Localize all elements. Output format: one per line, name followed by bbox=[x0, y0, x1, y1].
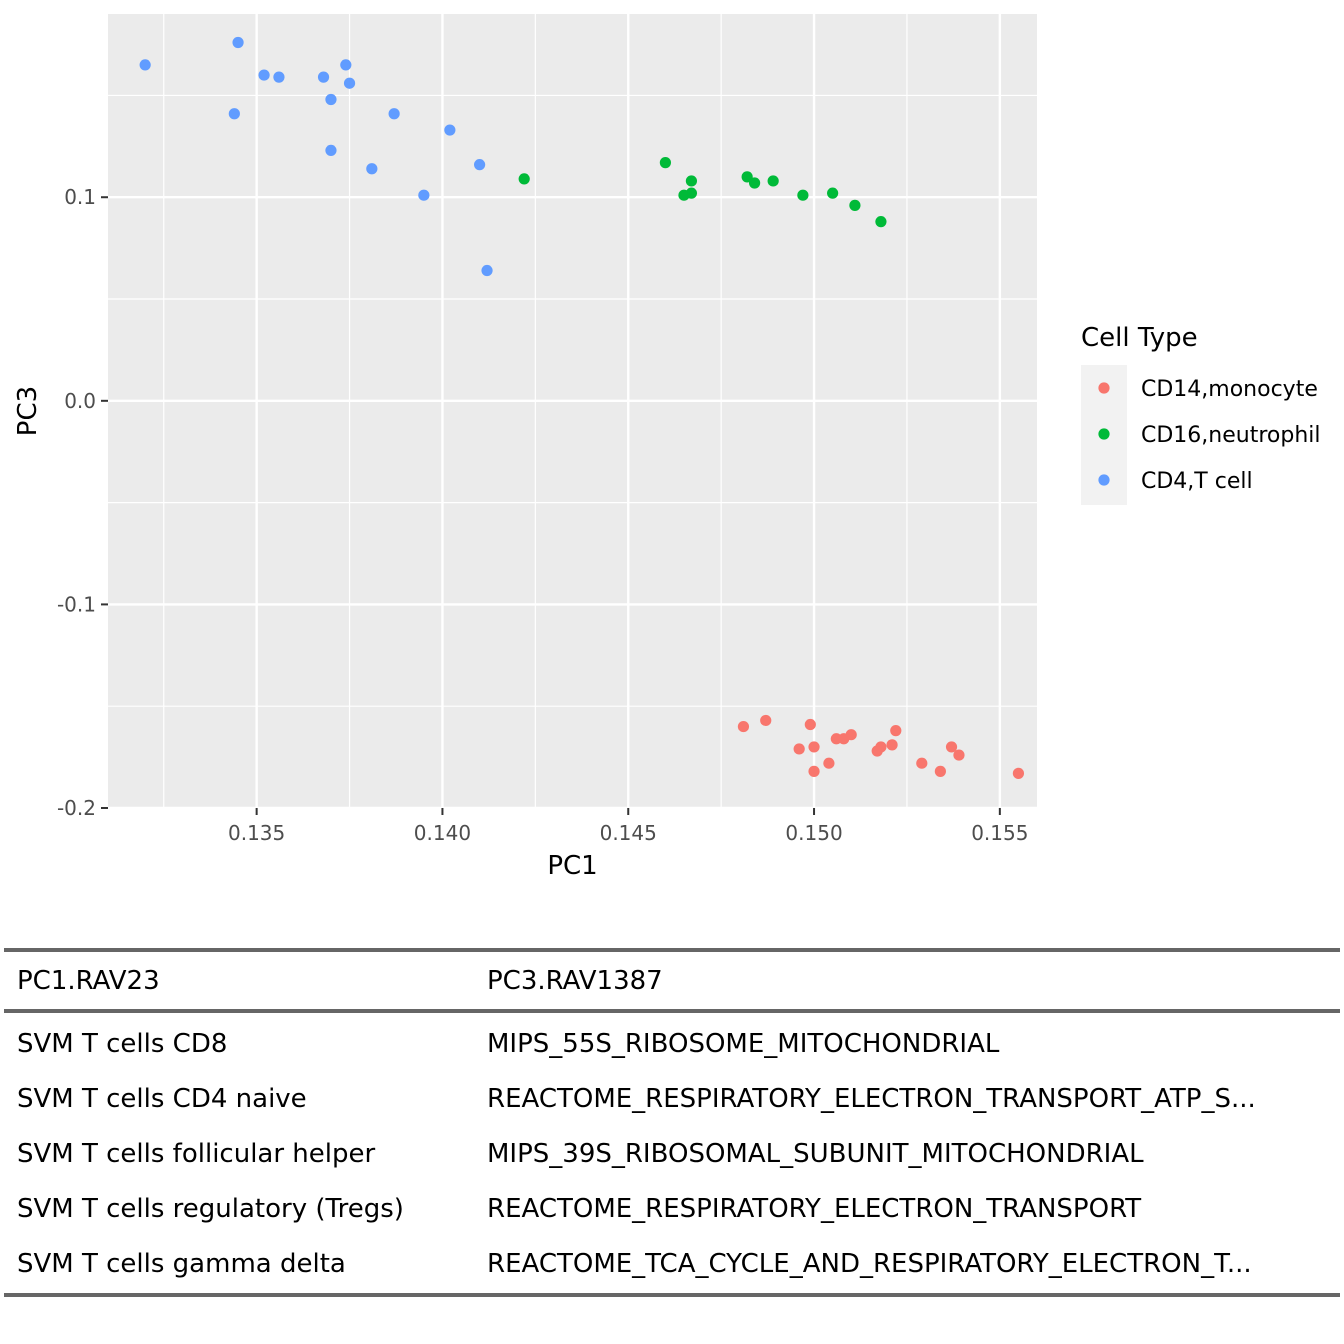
legend-label-cd4-t-cell: CD4,T cell bbox=[1141, 469, 1253, 494]
point-cd4-t-cell bbox=[474, 159, 486, 171]
point-cd16-neutrophil bbox=[767, 175, 779, 187]
minor-gridlines bbox=[108, 14, 1037, 808]
table-row: SVM T cells CD4 naive REACTOME_RESPIRATO… bbox=[4, 1071, 1340, 1126]
y-tick-label: -0.2 bbox=[57, 796, 96, 820]
point-cd14-monocyte bbox=[886, 739, 898, 751]
legend-label-cd16-neutrophil: CD16,neutrophil bbox=[1141, 423, 1321, 448]
point-cd16-neutrophil bbox=[741, 171, 753, 183]
point-cd14-monocyte bbox=[916, 757, 928, 769]
table-header-pc3: PC3.RAV1387 bbox=[487, 965, 663, 996]
point-cd14-monocyte bbox=[808, 741, 820, 753]
table-top-rule bbox=[4, 948, 1340, 952]
tick-labels: 0.135 0.140 0.145 0.150 0.155 -0.2 -0.1 0.0 0.1 bbox=[57, 185, 1029, 845]
point-cd4-t-cell bbox=[139, 59, 151, 71]
point-cd14-monocyte bbox=[875, 741, 887, 753]
table-cell-pc3: REACTOME_RESPIRATORY_ELECTRON_TRANSPORT_… bbox=[487, 1083, 1256, 1114]
axis-ticks bbox=[101, 196, 1001, 815]
table-cell-pc1: SVM T cells regulatory (Tregs) bbox=[17, 1193, 404, 1224]
table-header-row: PC1.RAV23 PC3.RAV1387 bbox=[4, 952, 1340, 1009]
point-cd16-neutrophil bbox=[875, 216, 887, 228]
legend-key-cd4-t-cell bbox=[1098, 474, 1110, 486]
point-cd4-t-cell bbox=[418, 189, 430, 201]
point-cd4-t-cell bbox=[444, 124, 456, 136]
point-cd14-monocyte bbox=[793, 743, 805, 755]
point-cd4-t-cell bbox=[258, 69, 270, 81]
table-cell-pc1: SVM T cells follicular helper bbox=[17, 1138, 376, 1169]
y-tick-label: 0.0 bbox=[64, 389, 96, 413]
table-row: SVM T cells CD8 MIPS_55S_RIBOSOME_MITOCH… bbox=[4, 1016, 1340, 1071]
rav-table: PC1.RAV23 PC3.RAV1387 SVM T cells CD8 MI… bbox=[4, 948, 1340, 1297]
table-row: SVM T cells regulatory (Tregs) REACTOME_… bbox=[4, 1181, 1340, 1236]
point-cd16-neutrophil bbox=[797, 189, 809, 201]
point-cd14-monocyte bbox=[823, 757, 835, 769]
point-cd4-t-cell bbox=[232, 36, 244, 49]
point-cd14-monocyte bbox=[890, 725, 902, 737]
legend-key-cd16-neutrophil bbox=[1098, 428, 1110, 440]
legend: Cell Type CD14,monocyteCD16,neutrophilCD… bbox=[1081, 323, 1321, 505]
x-axis-title: PC1 bbox=[547, 851, 597, 881]
point-cd16-neutrophil bbox=[748, 177, 761, 189]
table-cell-pc3: MIPS_39S_RIBOSOMAL_SUBUNIT_MITOCHONDRIAL bbox=[487, 1138, 1144, 1169]
point-cd4-t-cell bbox=[228, 108, 240, 120]
plot-panel bbox=[108, 14, 1037, 808]
x-tick-label: 0.155 bbox=[971, 821, 1028, 845]
legend-key-cd14-monocyte bbox=[1098, 382, 1110, 394]
point-cd4-t-cell bbox=[325, 93, 337, 106]
table-cell-pc1: SVM T cells gamma delta bbox=[17, 1248, 346, 1279]
point-cd4-t-cell bbox=[481, 264, 493, 277]
point-cd14-monocyte bbox=[934, 765, 946, 777]
pca-scatter-chart: 0.135 0.140 0.145 0.150 0.155-0.2-0.10.00.1 … bbox=[13, 14, 1321, 881]
x-tick-label: 0.145 bbox=[600, 821, 657, 845]
table-cell-pc3: REACTOME_RESPIRATORY_ELECTRON_TRANSPORT bbox=[487, 1193, 1142, 1224]
point-cd16-neutrophil bbox=[685, 175, 698, 187]
point-cd14-monocyte bbox=[1012, 767, 1025, 779]
point-cd16-neutrophil bbox=[659, 157, 672, 169]
point-cd4-t-cell bbox=[343, 77, 356, 89]
point-cd14-monocyte bbox=[760, 714, 772, 727]
point-cd14-monocyte bbox=[945, 741, 958, 753]
point-cd4-t-cell bbox=[388, 108, 400, 120]
point-cd14-monocyte bbox=[845, 729, 857, 741]
legend-title: Cell Type bbox=[1081, 323, 1198, 353]
point-cd14-monocyte bbox=[804, 718, 816, 731]
point-cd14-monocyte bbox=[953, 749, 965, 761]
table-row: SVM T cells gamma delta REACTOME_TCA_CYC… bbox=[4, 1236, 1340, 1291]
table-cell-pc3: MIPS_55S_RIBOSOME_MITOCHONDRIAL bbox=[487, 1028, 1000, 1059]
y-tick-label: 0.1 bbox=[64, 185, 96, 209]
table-cell-pc1: SVM T cells CD4 naive bbox=[17, 1083, 307, 1114]
table-cell-pc3: REACTOME_TCA_CYCLE_AND_RESPIRATORY_ELECT… bbox=[487, 1248, 1252, 1279]
point-cd16-neutrophil bbox=[827, 187, 839, 199]
major-gridlines bbox=[108, 14, 1037, 810]
point-cd16-neutrophil bbox=[849, 199, 861, 211]
table-row: SVM T cells follicular helper MIPS_39S_R… bbox=[4, 1126, 1340, 1181]
point-cd14-monocyte bbox=[808, 765, 820, 777]
table-header-rule bbox=[4, 1009, 1340, 1013]
legend-label-cd14-monocyte: CD14,monocyte bbox=[1141, 377, 1318, 402]
y-axis-title: PC3 bbox=[13, 386, 43, 436]
point-cd16-neutrophil bbox=[685, 187, 698, 199]
data-points bbox=[139, 36, 1025, 779]
point-cd14-monocyte bbox=[737, 720, 750, 733]
table-cell-pc1: SVM T cells CD8 bbox=[17, 1028, 228, 1059]
point-cd4-t-cell bbox=[325, 144, 337, 157]
point-cd4-t-cell bbox=[273, 71, 285, 83]
x-tick-label: 0.140 bbox=[414, 821, 471, 845]
point-cd4-t-cell bbox=[340, 59, 352, 71]
point-cd16-neutrophil bbox=[518, 173, 530, 185]
legend-items: CD14,monocyte CD16,neutrophil CD4,T cell bbox=[1098, 377, 1321, 494]
table-header-pc1: PC1.RAV23 bbox=[17, 965, 160, 996]
point-cd4-t-cell bbox=[366, 163, 378, 175]
point-cd4-t-cell bbox=[317, 71, 330, 83]
table-bottom-rule bbox=[4, 1293, 1340, 1297]
x-tick-label: 0.135 bbox=[228, 821, 285, 845]
y-tick-label: -0.1 bbox=[57, 592, 96, 616]
x-tick-label: 0.150 bbox=[785, 821, 842, 845]
